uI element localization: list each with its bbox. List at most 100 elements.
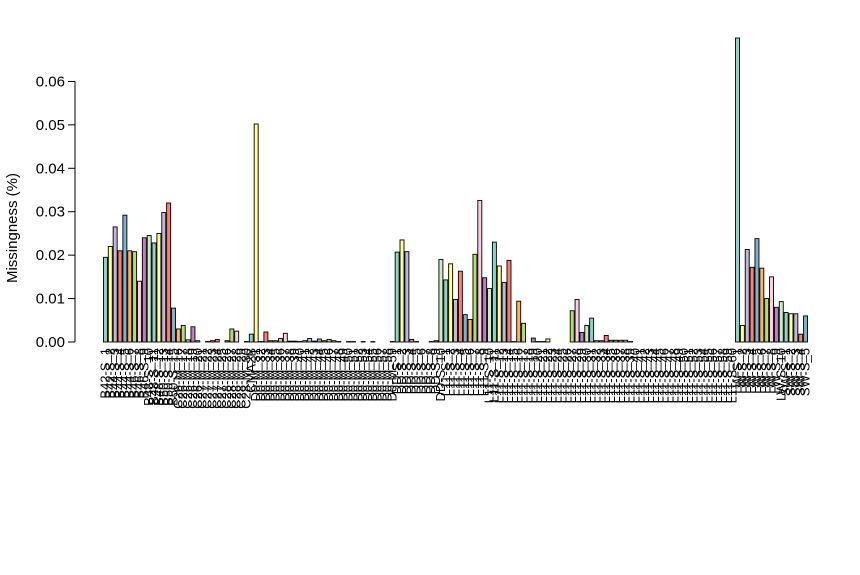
x-tick-label: DD-S_2 [394, 348, 409, 394]
bar-L11-S_9 [482, 277, 488, 343]
bar-C28-M_27 [229, 328, 235, 343]
bar-C27-M_23 [209, 340, 215, 343]
bar-L11-S_28 [574, 298, 580, 343]
x-tick-label: L11-S_21 [535, 348, 550, 403]
x-tick-label: L11-S_39 [623, 348, 638, 403]
x-tick-label: DD-S_9 [428, 348, 443, 394]
x-tick-label: D0-M_44 [311, 348, 326, 401]
x-tick-label: D0-M_37 [277, 348, 292, 401]
x-tick-label: C26-M_17 [175, 348, 190, 409]
x-tick-label: DD-S_10 [433, 348, 448, 401]
bar-SW-S_2 [788, 313, 794, 343]
bar-D0-M_31 [253, 123, 259, 343]
bar-D0-M_47 [331, 340, 337, 343]
bar-C28-M_26 [224, 340, 230, 343]
x-tick-label: L11-S_47 [661, 348, 676, 403]
x-tick-label: SW-S_4 [793, 348, 808, 396]
x-tick-label: LW-S_4 [744, 348, 759, 394]
bar-L11-S_6 [467, 318, 473, 343]
x-tick-label: L11-S_12 [491, 348, 506, 403]
x-tick-label: L11-S_28 [569, 348, 584, 403]
x-tick-label: L11-S_37 [613, 348, 628, 403]
x-tick-label: L11-S_18 [520, 348, 535, 403]
x-tick-label: L11-S_45 [652, 348, 667, 403]
x-tick-label: D0-M_36 [272, 348, 287, 401]
x-tick-label: B42-S_2 [102, 348, 117, 399]
x-axis-labels: B42-S_1B42-S_2B44-S_3B44-S_4B44-S_5B44-S… [97, 348, 812, 409]
bar-L11-S_32 [594, 340, 599, 343]
x-tick-label: L11-S_26 [559, 348, 574, 403]
x-tick-label: LW-S_8 [764, 348, 779, 394]
x-tick-label: B44-S_4 [112, 348, 127, 399]
x-tick-label: D0-M_55 [365, 348, 380, 401]
x-tick-label: D0-M_57 [375, 348, 390, 401]
x-tick-label: DD-S_3 [399, 348, 414, 394]
bar-C26-M_18 [185, 339, 191, 343]
bar-B44-S_4 [117, 250, 123, 343]
bar-B46-S_7 [132, 251, 138, 343]
x-tick-label: L11-S_31 [584, 348, 599, 403]
bar-B46-S_9 [141, 237, 147, 343]
x-tick-label: LW-S_3 [739, 348, 754, 394]
x-tick-label: DD-S_4 [404, 348, 419, 394]
bar-LW-S_7 [764, 298, 770, 343]
bar-D0-M_46 [326, 338, 332, 343]
x-tick-label: D0-M_42 [302, 348, 317, 401]
bars-group [102, 37, 809, 343]
bar-L11-S_3 [453, 298, 458, 343]
x-tick-label: D0-M_31 [248, 348, 263, 401]
bar-L11-S_8 [477, 199, 483, 343]
x-tick-label: L11-S_34 [598, 348, 613, 403]
bar-LW-S_1 [735, 37, 740, 343]
x-tick-label: L11-S_52 [686, 348, 701, 403]
x-tick-label: L11-S_9 [477, 348, 492, 396]
x-tick-label: L11-S_50 [676, 348, 691, 403]
x-tick-label: CMA2B [243, 348, 258, 393]
bar-L11-S_31 [589, 317, 595, 343]
x-tick-label: L11-S_53 [691, 348, 706, 403]
bar-L11-S_17 [521, 322, 527, 343]
x-tick-label: L11-S_24 [550, 348, 565, 403]
x-tick-label: L11-S_15 [506, 348, 521, 403]
x-tick-label: D0-M_50 [341, 348, 356, 401]
x-tick-label: SW-S_2 [783, 348, 798, 396]
x-tick-label: L11-S_59 [720, 348, 735, 403]
x-tick-label: D0-M_59 [384, 348, 399, 401]
x-tick-label: L11-S_51 [681, 348, 696, 403]
bar-DD-S_2 [399, 239, 405, 343]
x-tick-label: L11-S_2 [443, 348, 458, 396]
x-tick-label: D0-M_40 [292, 348, 307, 401]
bar-LW-S_4 [749, 266, 755, 343]
x-tick-label: C28-M_29 [234, 348, 249, 409]
bar-B44-S_3 [112, 226, 118, 343]
x-tick-label: L11-S_23 [545, 348, 560, 403]
bar-L11-S_4 [457, 270, 463, 343]
x-tick-label: L11-S_16 [511, 348, 526, 403]
x-tick-label: L11-S_19 [525, 348, 540, 403]
bar-D0-M_45 [321, 340, 327, 343]
x-tick-label: L11-S_8 [472, 348, 487, 396]
bar-D0-M_34 [268, 340, 274, 343]
x-tick-label: C26-M_18 [180, 348, 195, 409]
x-tick-label: L11-S_14 [501, 348, 516, 403]
bar-LW-S_8 [769, 276, 774, 343]
bar-L11-S_22 [545, 338, 551, 343]
bar-L11-S_12 [496, 265, 502, 343]
bar-C26-M_20 [195, 340, 201, 343]
x-tick-label: B44-S_6 [122, 348, 137, 399]
x-tick-label: D0-M_46 [321, 348, 336, 401]
x-tick-label: L11-S_54 [695, 348, 710, 403]
bar-LW-S_2 [739, 325, 745, 343]
x-tick-label: L11-S_33 [593, 348, 608, 403]
x-tick-label: L11-S_22 [540, 348, 555, 403]
x-tick-label: B50-S_15 [166, 348, 181, 406]
y-tick-label: 0.00 [36, 334, 65, 351]
x-tick-label: D0-M_43 [307, 348, 322, 401]
x-tick-label: D0-M_52 [350, 348, 365, 401]
bar-LW-S_9 [773, 306, 779, 343]
x-tick-label: D0-M_58 [379, 348, 394, 401]
bar-B44-S_5 [122, 214, 128, 343]
x-tick-label: C26-M_20 [190, 348, 205, 409]
x-tick-label: DD-S_6 [413, 348, 428, 394]
